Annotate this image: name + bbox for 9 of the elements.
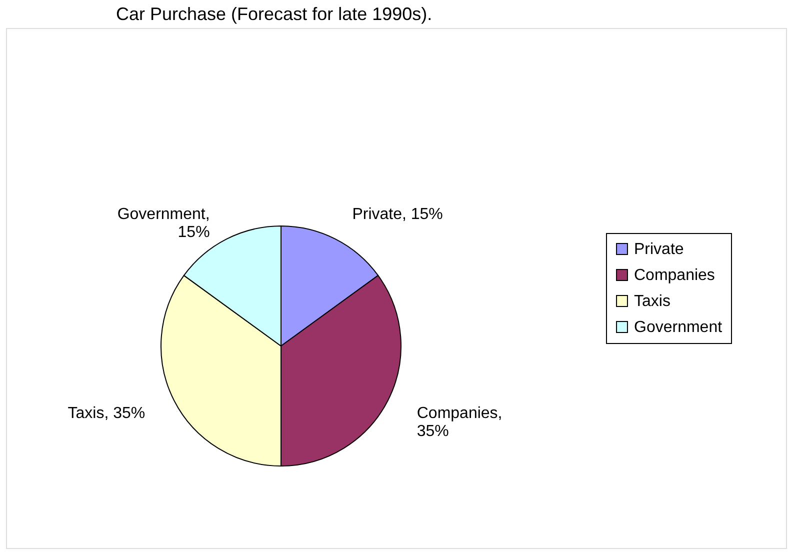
legend-label: Companies [634, 267, 715, 284]
data-label: Companies, 35% [416, 405, 502, 440]
chart-title: Car Purchase (Forecast for late 1990s). [116, 4, 432, 24]
data-label: Private, 15% [352, 206, 443, 224]
data-label: Government, 15% [117, 206, 210, 242]
legend-label: Government [634, 319, 723, 336]
legend-label: Private [634, 241, 684, 258]
data-label: Taxis, 35% [68, 405, 146, 422]
legend-label: Taxis [634, 293, 670, 310]
